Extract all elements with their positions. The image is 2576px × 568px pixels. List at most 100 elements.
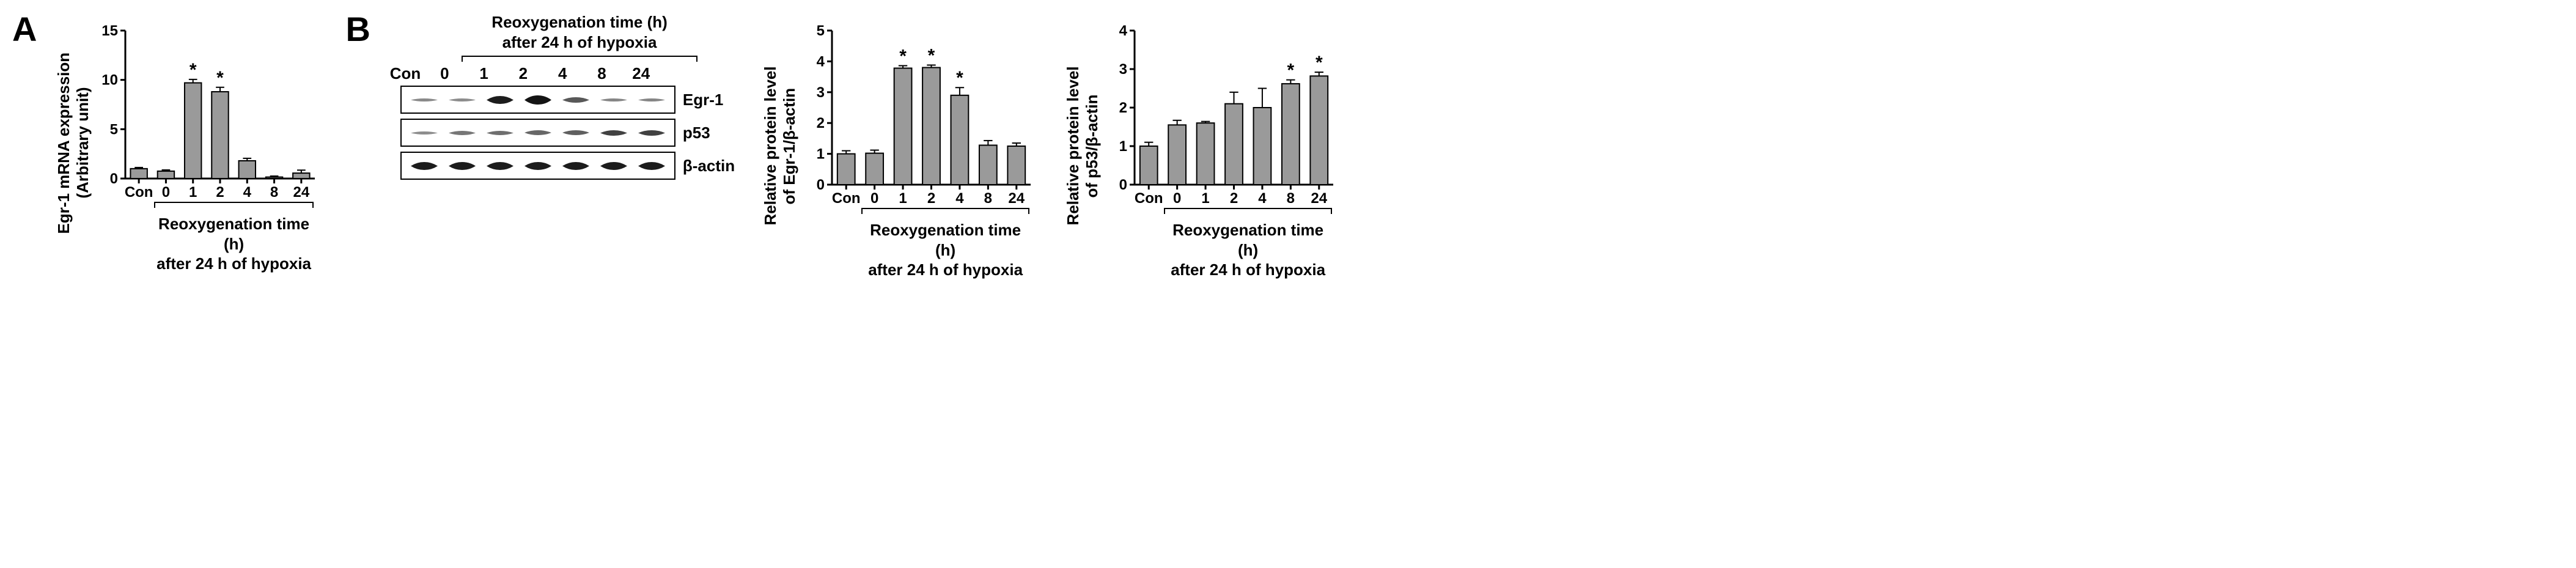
blot-row-label: p53 (683, 124, 732, 142)
blot-lane-row: Con0124824 (386, 61, 746, 86)
chart-a-box: 051015Con01*2*4824 Reoxygenation time (h… (95, 12, 321, 274)
svg-text:2: 2 (1119, 100, 1127, 116)
svg-text:*: * (190, 60, 197, 80)
blot-band (405, 130, 443, 136)
svg-text:0: 0 (110, 171, 118, 187)
chart-b2-bracket (1104, 208, 1339, 216)
svg-text:4: 4 (243, 184, 252, 201)
svg-text:2: 2 (927, 190, 935, 207)
panel-a-label: A (12, 12, 37, 46)
svg-text:*: * (956, 68, 963, 88)
svg-text:0: 0 (1173, 190, 1181, 207)
chart-b1-box: 012345Con01*2*4*824 Reoxygenation time (… (801, 12, 1037, 280)
svg-text:24: 24 (1008, 190, 1025, 207)
svg-text:0: 0 (1119, 177, 1127, 193)
svg-text:5: 5 (817, 23, 825, 39)
svg-text:4: 4 (1258, 190, 1267, 207)
svg-text:Con: Con (1135, 190, 1163, 207)
svg-text:0: 0 (870, 190, 878, 207)
western-blot: Reoxygenation time (h)after 24 h of hypo… (386, 12, 746, 185)
blot-row-label: Egr-1 (683, 90, 732, 109)
blot-track (400, 152, 675, 180)
blot-band (443, 129, 481, 137)
svg-text:Con: Con (125, 184, 153, 201)
blot-rows: Egr-1 p53 β-actin (400, 86, 732, 185)
blot-band (481, 94, 519, 106)
svg-text:24: 24 (1311, 190, 1327, 207)
panel-b-charts: Relative protein levelof Egr-1/β-actin 0… (759, 12, 1339, 280)
blot-band (405, 97, 443, 103)
blot-lane-label: Con (386, 64, 425, 83)
svg-text:10: 10 (102, 72, 119, 89)
blot-band (557, 95, 595, 105)
svg-text:2: 2 (216, 184, 224, 201)
blot-band (443, 97, 481, 103)
chart-b1-bracket (801, 208, 1037, 216)
blot-lane-label: 0 (425, 64, 464, 83)
chart-b1-xlabel: Reoxygenation time (h)after 24 h of hypo… (861, 220, 1029, 280)
chart-a-wrap: Egr-1 mRNA expression(Arbitrary unit) 0 5… (52, 12, 321, 274)
blot-band (557, 160, 595, 172)
svg-text:0: 0 (817, 177, 825, 193)
svg-text:Con: Con (832, 190, 861, 207)
svg-text:1: 1 (899, 190, 907, 207)
blot-band (405, 160, 443, 172)
chart-b1-wrap: Relative protein levelof Egr-1/β-actin 0… (759, 12, 1037, 280)
chart-a-xlabel: Reoxygenation time (h)after 24 h of hypo… (154, 214, 314, 274)
blot-band (519, 128, 557, 137)
chart-b1-svg: 012345Con01*2*4*824 (801, 12, 1037, 208)
chart-b2-svg: 01234Con01248*24* (1104, 12, 1339, 208)
svg-text:1: 1 (1201, 190, 1209, 207)
blot-header-title: Reoxygenation time (h)after 24 h of hypo… (462, 12, 697, 52)
blot-band (633, 160, 671, 172)
blot-band (595, 128, 633, 138)
blot-band (443, 160, 481, 172)
blot-lane-label: 4 (543, 64, 582, 83)
blot-lane-label: 8 (582, 64, 621, 83)
svg-text:24: 24 (293, 184, 310, 201)
blot-band (481, 129, 519, 137)
svg-text:5: 5 (110, 121, 118, 138)
blot-lane-label: 24 (622, 64, 661, 83)
blot-band (595, 160, 633, 172)
svg-text:4: 4 (817, 53, 825, 70)
svg-text:2: 2 (1230, 190, 1238, 207)
panel-b-label: B (345, 12, 370, 46)
chart-a-ylabel: Egr-1 mRNA expression(Arbitrary unit) (52, 12, 95, 274)
blot-band (481, 160, 519, 172)
chart-b2-ylabel: Relative protein levelof p53/β-actin (1061, 12, 1104, 280)
svg-text:*: * (928, 45, 935, 65)
svg-text:4: 4 (955, 190, 964, 207)
svg-text:15: 15 (102, 23, 119, 39)
svg-text:8: 8 (984, 190, 992, 207)
panel-b: B Reoxygenation time (h)after 24 h of hy… (345, 12, 1339, 280)
blot-band (519, 160, 557, 172)
blot-header: Reoxygenation time (h)after 24 h of hypo… (422, 12, 697, 61)
svg-text:1: 1 (1119, 138, 1127, 155)
blot-band (519, 94, 557, 106)
svg-text:*: * (217, 68, 224, 88)
blot-row: Egr-1 (400, 86, 732, 114)
svg-text:3: 3 (1119, 61, 1127, 78)
blot-band (595, 97, 633, 103)
svg-text:8: 8 (1287, 190, 1295, 207)
svg-text:*: * (1316, 53, 1323, 73)
chart-b1-ylabel: Relative protein levelof Egr-1/β-actin (759, 12, 801, 280)
blot-row: p53 (400, 119, 732, 147)
svg-text:4: 4 (1119, 23, 1128, 39)
figure-root: A Egr-1 mRNA expression(Arbitrary unit) … (12, 12, 2564, 280)
blot-band (633, 128, 671, 138)
chart-a-bracket (95, 202, 321, 210)
blot-track (400, 86, 675, 114)
svg-text:8: 8 (270, 184, 278, 201)
blot-band (557, 128, 595, 137)
blot-row-label: β-actin (683, 157, 732, 175)
blot-track (400, 119, 675, 147)
chart-b2-wrap: Relative protein levelof p53/β-actin 0 1 2… (1061, 12, 1339, 280)
blot-row: β-actin (400, 152, 732, 180)
svg-text:1: 1 (189, 184, 197, 201)
chart-b2-xlabel: Reoxygenation time (h)after 24 h of hypo… (1164, 220, 1332, 280)
chart-a-svg: 051015Con01*2*4824 (95, 12, 321, 202)
chart-b2-box: 01234Con01248*24* Reoxygenation time (h)… (1104, 12, 1339, 280)
blot-lane-label: 1 (464, 64, 503, 83)
